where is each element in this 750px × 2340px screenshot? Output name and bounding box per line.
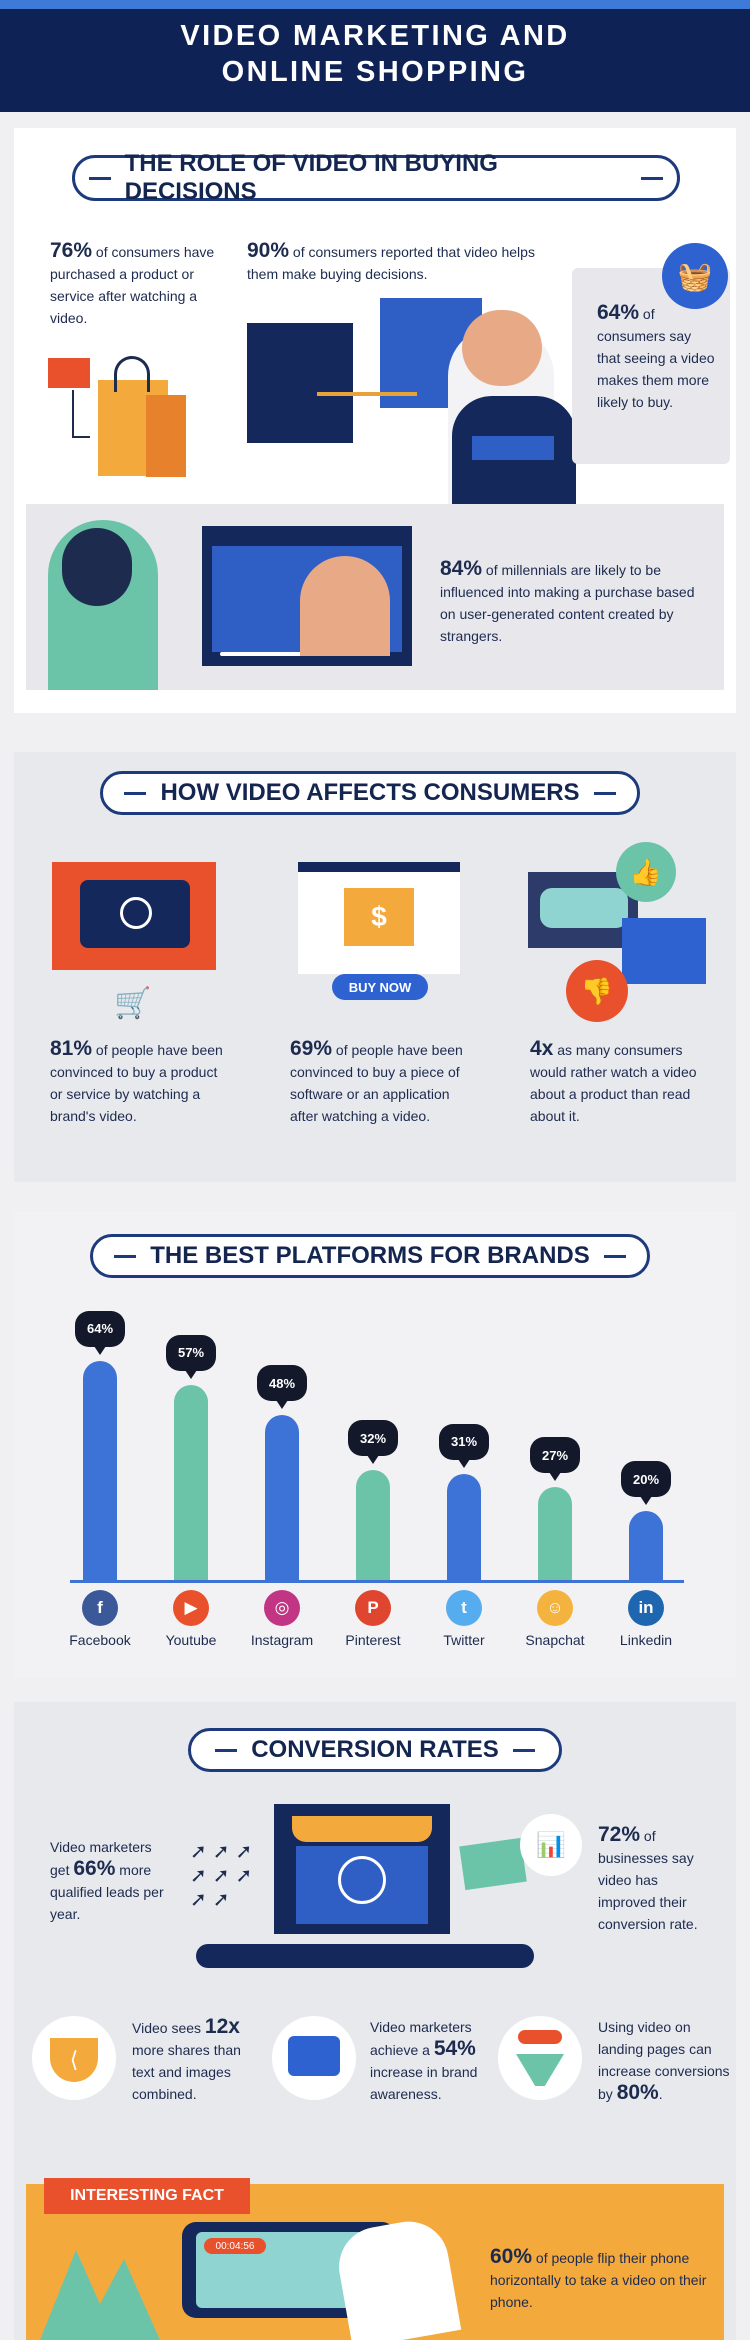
bar-pinterest bbox=[356, 1470, 390, 1580]
data-label-linkedin: 20% bbox=[621, 1461, 671, 1506]
stat-90: 90% of consumers reported that video hel… bbox=[247, 239, 535, 283]
tick-label-twitter: Twitter bbox=[443, 1632, 485, 1648]
stat-72: 72% of businesses say video has improved… bbox=[598, 1823, 698, 1933]
bar-linkedin bbox=[629, 1511, 663, 1580]
arrows-icon: ➚➚➚ ➚➚➚ ➚➚ bbox=[190, 1841, 259, 1911]
data-label-youtube: 57% bbox=[166, 1334, 216, 1379]
stat-66: Video marketers get 66% more qualified l… bbox=[50, 1839, 164, 1922]
tick-label-youtube: Youtube bbox=[165, 1632, 217, 1648]
stat-64: 64% of consumers say that seeing a video… bbox=[597, 301, 715, 411]
stat-81: 81% of people have been convinced to buy… bbox=[50, 1037, 223, 1125]
cart-icon: 🛒 bbox=[114, 987, 152, 1020]
snapchat-icon: ☺ bbox=[537, 1590, 573, 1626]
data-label-twitter: 31% bbox=[439, 1423, 489, 1468]
recording-timestamp: 00:04:56 bbox=[204, 2238, 266, 2254]
header-banner bbox=[0, 0, 750, 112]
stat-54: Video marketers achieve a 54% increase i… bbox=[370, 2019, 478, 2102]
tick-label-instagram: Instagram bbox=[250, 1632, 314, 1648]
buy-now-button: BUY NOW bbox=[332, 974, 428, 1000]
chart-title: THE BEST PLATFORMS FOR BRANDS bbox=[90, 1234, 650, 1278]
fact-tag: INTERESTING FACT bbox=[44, 2178, 250, 2214]
tick-label-facebook: Facebook bbox=[69, 1632, 131, 1648]
dollar-box-icon: $ bbox=[344, 888, 414, 946]
tick-label-pinterest: Pinterest bbox=[345, 1632, 401, 1648]
thumbs-down-icon: 👎 bbox=[566, 960, 628, 1022]
document-illustration bbox=[622, 918, 706, 984]
stat-60: 60% of people flip their phone horizonta… bbox=[490, 2245, 707, 2311]
instagram-icon: ◎ bbox=[264, 1590, 300, 1626]
bar-instagram bbox=[265, 1415, 299, 1580]
conveyor-belt bbox=[196, 1944, 534, 1968]
data-label-instagram: 48% bbox=[257, 1365, 307, 1410]
video-camera-icon bbox=[48, 358, 90, 388]
data-label-pinterest: 32% bbox=[348, 1420, 398, 1465]
page-title: VIDEO MARKETING AND ONLINE SHOPPING bbox=[180, 20, 570, 88]
stat-84: 84% of millennials are likely to be infl… bbox=[440, 557, 695, 645]
bar-youtube bbox=[174, 1384, 208, 1580]
facebook-icon: f bbox=[82, 1590, 118, 1626]
play-icon bbox=[120, 897, 152, 929]
growth-chart-icon: 📊 bbox=[520, 1814, 582, 1876]
role-title: THE ROLE OF VIDEO IN BUYING DECISIONS bbox=[72, 150, 680, 205]
play-button-icon bbox=[338, 1856, 386, 1904]
tick-label-linkedin: Linkedin bbox=[619, 1632, 673, 1648]
bar-snapchat bbox=[538, 1487, 572, 1580]
basket-icon: 🧺 bbox=[662, 243, 728, 309]
data-label-facebook: 64% bbox=[75, 1310, 125, 1355]
bar-facebook bbox=[83, 1360, 117, 1580]
data-label-snapchat: 27% bbox=[530, 1437, 580, 1482]
money-icon bbox=[459, 1837, 527, 1891]
stat-76: 76% of consumers have purchased a produc… bbox=[50, 239, 215, 327]
affects-title: HOW VIDEO AFFECTS CONSUMERS bbox=[100, 771, 640, 815]
stat-4x: 4x as many consumers would rather watch … bbox=[530, 1037, 697, 1125]
pinterest-icon: P bbox=[355, 1590, 391, 1626]
machine-illustration bbox=[247, 323, 353, 443]
thumbs-up-icon: 👍 bbox=[616, 842, 676, 902]
twitter-icon: t bbox=[446, 1590, 482, 1626]
stat-69: 69% of people have been convinced to buy… bbox=[290, 1037, 463, 1125]
bar-twitter bbox=[447, 1473, 481, 1580]
platforms-chart: 64% f Facebook 57% ▶ Youtube 48% ◎ Instagram 32% P… bbox=[0, 1300, 750, 1670]
youtube-icon: ▶ bbox=[173, 1590, 209, 1626]
chart-baseline bbox=[70, 1580, 684, 1583]
stat-12x: Video sees 12x more shares than text and… bbox=[132, 2015, 241, 2103]
conversion-title: CONVERSION RATES bbox=[188, 1728, 562, 1772]
stat-80: Using video on landing pages can increas… bbox=[598, 2019, 730, 2104]
linkedin-icon: in bbox=[628, 1590, 664, 1626]
tick-label-snapchat: Snapchat bbox=[525, 1632, 585, 1648]
